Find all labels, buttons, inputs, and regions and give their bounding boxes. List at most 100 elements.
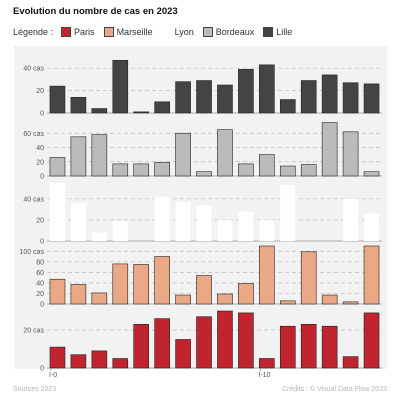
bar-marseille	[112, 263, 129, 305]
bar-lyon	[49, 183, 65, 241]
legend: Légende : Paris Marseille Lyon Bordeaux …	[13, 25, 301, 39]
bar-paris	[321, 325, 338, 369]
bar-marseille	[133, 264, 150, 305]
bar-lyon	[343, 198, 359, 241]
bar-bordeaux	[342, 131, 359, 177]
footer-credits: Crédits : © Visual Data Flow 2023	[281, 386, 387, 393]
bar-marseille	[70, 284, 87, 305]
bar-marseille	[363, 245, 380, 305]
chart-title: Evolution du nombre de cas en 2023	[13, 6, 178, 17]
bar-lyon	[196, 205, 212, 241]
y-tick-label-bordeaux: 40	[36, 145, 44, 152]
bar-lille	[363, 83, 380, 114]
bar-marseille	[91, 292, 108, 305]
bar-paris	[279, 325, 296, 369]
y-tick-label-bordeaux: 0	[40, 174, 44, 181]
bar-bordeaux	[279, 165, 296, 177]
bar-lille	[70, 97, 87, 114]
x-tick-label: I-0	[49, 372, 57, 379]
y-tick-label-bordeaux: 60 cas	[23, 131, 44, 138]
bar-bordeaux	[70, 136, 87, 177]
y-tick-label-marseille: 60	[36, 270, 44, 277]
bar-marseille	[196, 275, 212, 305]
y-tick-label-lille: 20	[36, 88, 44, 95]
bar-marseille	[300, 251, 317, 305]
bar-bordeaux	[175, 132, 191, 177]
bar-lille	[49, 85, 66, 114]
y-tick-label-lyon: 0	[40, 239, 44, 246]
y-tick-label-lyon: 20	[36, 217, 44, 224]
legend-item-lille[interactable]: Lille	[263, 27, 292, 37]
legend-item-bordeaux[interactable]: Bordeaux	[202, 27, 255, 37]
footer-source: Sources 2023	[13, 386, 57, 393]
legend-swatch-bordeaux	[202, 27, 213, 37]
bar-bordeaux	[259, 154, 275, 177]
bar-lille	[279, 99, 296, 114]
bar-lyon	[364, 213, 380, 241]
bar-lyon	[259, 219, 275, 241]
bar-bordeaux	[217, 129, 233, 177]
bar-marseille	[175, 294, 191, 305]
y-tick-label-marseille: 100 cas	[19, 249, 44, 256]
y-tick-label-marseille: 80	[36, 259, 44, 266]
bar-lille	[133, 111, 150, 114]
y-tick-label-paris: 20 cas	[23, 328, 44, 335]
bar-bordeaux	[238, 163, 254, 177]
bar-paris	[217, 310, 233, 369]
bar-bordeaux	[91, 134, 108, 177]
y-tick-label-bordeaux: 20	[36, 159, 44, 166]
bar-lille	[196, 80, 212, 114]
bar-bordeaux	[133, 163, 150, 177]
legend-item-marseille[interactable]: Marseille	[103, 27, 153, 37]
bar-paris	[259, 358, 275, 369]
legend-text-lille: Lille	[276, 27, 293, 37]
legend-swatch-lyon	[161, 27, 172, 37]
bar-paris	[154, 318, 170, 369]
legend-text-bordeaux: Bordeaux	[215, 27, 255, 37]
bar-paris	[133, 323, 150, 369]
y-tick-label-lille: 0	[40, 111, 44, 118]
legend-text-marseille: Marseille	[116, 27, 153, 37]
bar-lyon	[70, 203, 86, 241]
y-tick-label-lille: 40 cas	[23, 66, 44, 73]
bar-lille	[91, 108, 108, 114]
bar-lyon	[112, 220, 128, 241]
legend-text-lyon: Lyon	[174, 27, 194, 37]
bar-lille	[175, 81, 191, 114]
bar-bordeaux	[196, 171, 212, 177]
bar-paris	[175, 339, 191, 369]
bar-paris	[49, 346, 66, 369]
legend-item-lyon[interactable]: Lyon	[161, 27, 194, 37]
y-tick-label-marseille: 0	[40, 302, 44, 309]
bar-paris	[342, 356, 359, 369]
bar-marseille	[342, 301, 359, 305]
bar-lille	[300, 80, 317, 114]
bar-marseille	[217, 293, 233, 305]
bar-lyon	[217, 219, 233, 241]
x-tick-label: I-10	[258, 372, 270, 379]
bar-paris	[112, 358, 129, 369]
legend-item-paris[interactable]: Paris	[61, 27, 95, 37]
y-tick-label-lyon: 40 cas	[23, 196, 44, 203]
bar-lyon	[280, 185, 296, 241]
bar-bordeaux	[49, 157, 66, 177]
bar-bordeaux	[154, 162, 170, 177]
bar-lille	[238, 69, 254, 114]
bar-paris	[196, 316, 212, 369]
legend-label: Légende :	[13, 27, 54, 37]
bar-marseille	[321, 294, 338, 305]
legend-text-paris: Paris	[74, 27, 95, 37]
bar-paris	[91, 350, 108, 369]
bar-paris	[70, 354, 87, 369]
bar-lyon	[175, 201, 191, 241]
bar-lyon	[154, 196, 170, 241]
bar-lille	[112, 60, 129, 114]
bar-paris	[238, 312, 254, 369]
y-tick-label-marseille: 40	[36, 280, 44, 287]
bar-marseille	[238, 283, 254, 305]
bar-lille	[217, 84, 233, 114]
bar-bordeaux	[363, 171, 380, 177]
y-tick-label-marseille: 20	[36, 291, 44, 298]
legend-swatch-paris	[61, 27, 72, 37]
